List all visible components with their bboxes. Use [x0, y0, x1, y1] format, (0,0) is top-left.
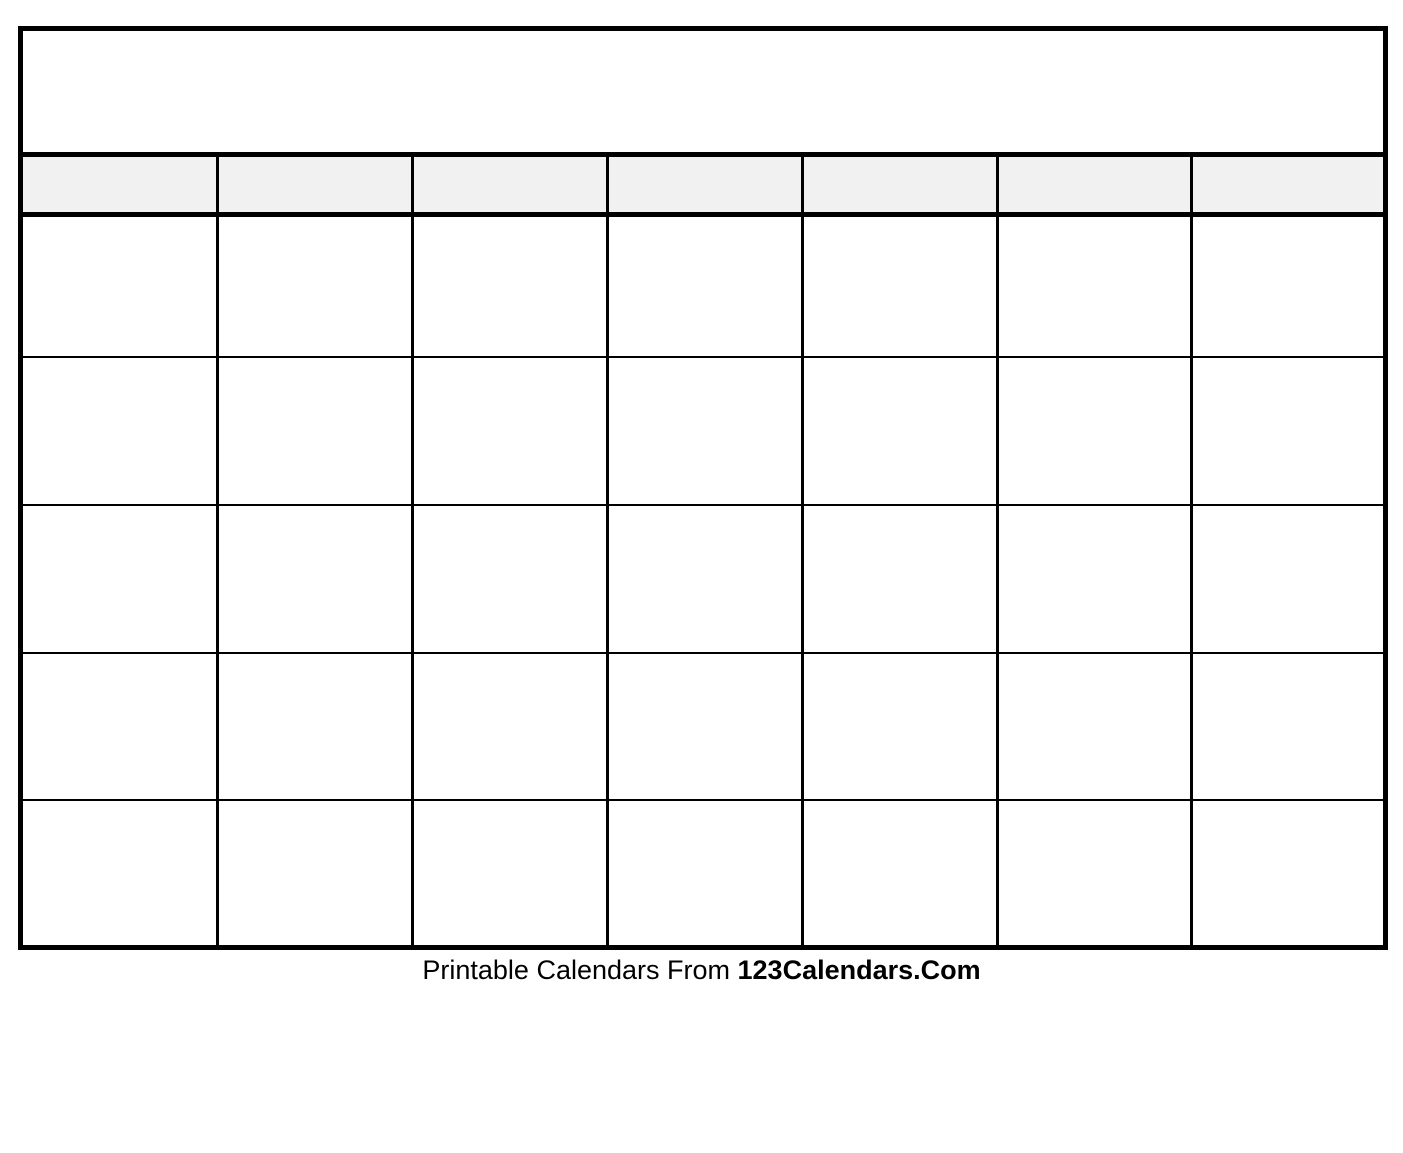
weekday-header-row	[23, 157, 1383, 217]
row-divider	[23, 652, 1383, 654]
footer-credit: Printable Calendars From 123Calendars.Co…	[0, 955, 1403, 986]
footer-prefix: Printable Calendars From	[422, 955, 738, 985]
column-divider	[996, 157, 999, 945]
month-title-area	[23, 31, 1383, 157]
row-divider	[23, 504, 1383, 506]
column-divider	[801, 157, 804, 945]
column-divider	[411, 157, 414, 945]
calendar-grid	[18, 26, 1388, 950]
column-divider	[216, 157, 219, 945]
row-divider	[23, 356, 1383, 358]
row-divider	[23, 799, 1383, 801]
column-divider	[606, 157, 609, 945]
column-divider	[1190, 157, 1193, 945]
footer-brand-link[interactable]: 123Calendars.Com	[737, 955, 981, 985]
